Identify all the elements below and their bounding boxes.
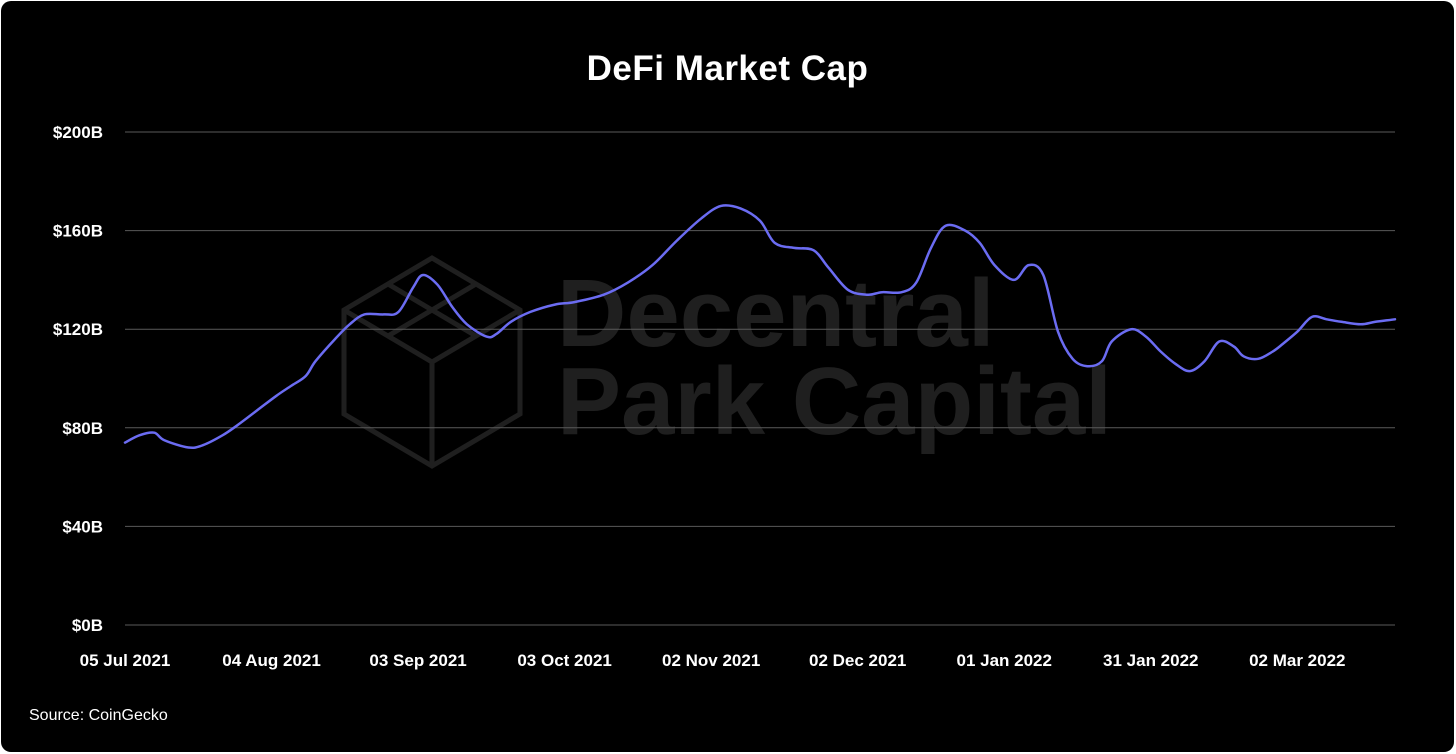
cube-logo-icon [341, 255, 523, 469]
watermark: Decentral Park Capital [341, 255, 1112, 469]
watermark-line-1: Decentral [557, 260, 995, 367]
x-tick-label: 02 Nov 2021 [662, 651, 760, 670]
x-tick-label: 02 Mar 2022 [1249, 651, 1345, 670]
y-tick-label: $200B [53, 123, 103, 142]
grid-lines [125, 131, 1395, 626]
y-tick-label: $160B [53, 222, 103, 241]
x-tick-label: 31 Jan 2022 [1103, 651, 1198, 670]
y-tick-label: $0B [72, 616, 103, 635]
x-tick-label: 04 Aug 2021 [222, 651, 321, 670]
x-axis-ticks: 05 Jul 2021 04 Aug 2021 03 Sep 2021 03 Oct … [80, 651, 1346, 670]
y-axis-ticks: $0B $40B $80B $120B $160B $200B [53, 123, 103, 635]
y-tick-label: $120B [53, 320, 103, 339]
watermark-line-2: Park Capital [557, 348, 1112, 455]
chart-title: DeFi Market Cap [586, 49, 869, 88]
series-line [123, 204, 1397, 449]
x-tick-label: 03 Sep 2021 [369, 651, 466, 670]
x-tick-label: 02 Dec 2021 [809, 651, 906, 670]
source-note: Source: CoinGecko [29, 707, 168, 724]
series-layer [123, 204, 1397, 449]
x-tick-label: 05 Jul 2021 [80, 651, 171, 670]
x-tick-label: 01 Jan 2022 [956, 651, 1051, 670]
y-tick-label: $80B [62, 419, 103, 438]
y-tick-label: $40B [62, 517, 103, 536]
x-tick-label: 03 Oct 2021 [517, 651, 612, 670]
